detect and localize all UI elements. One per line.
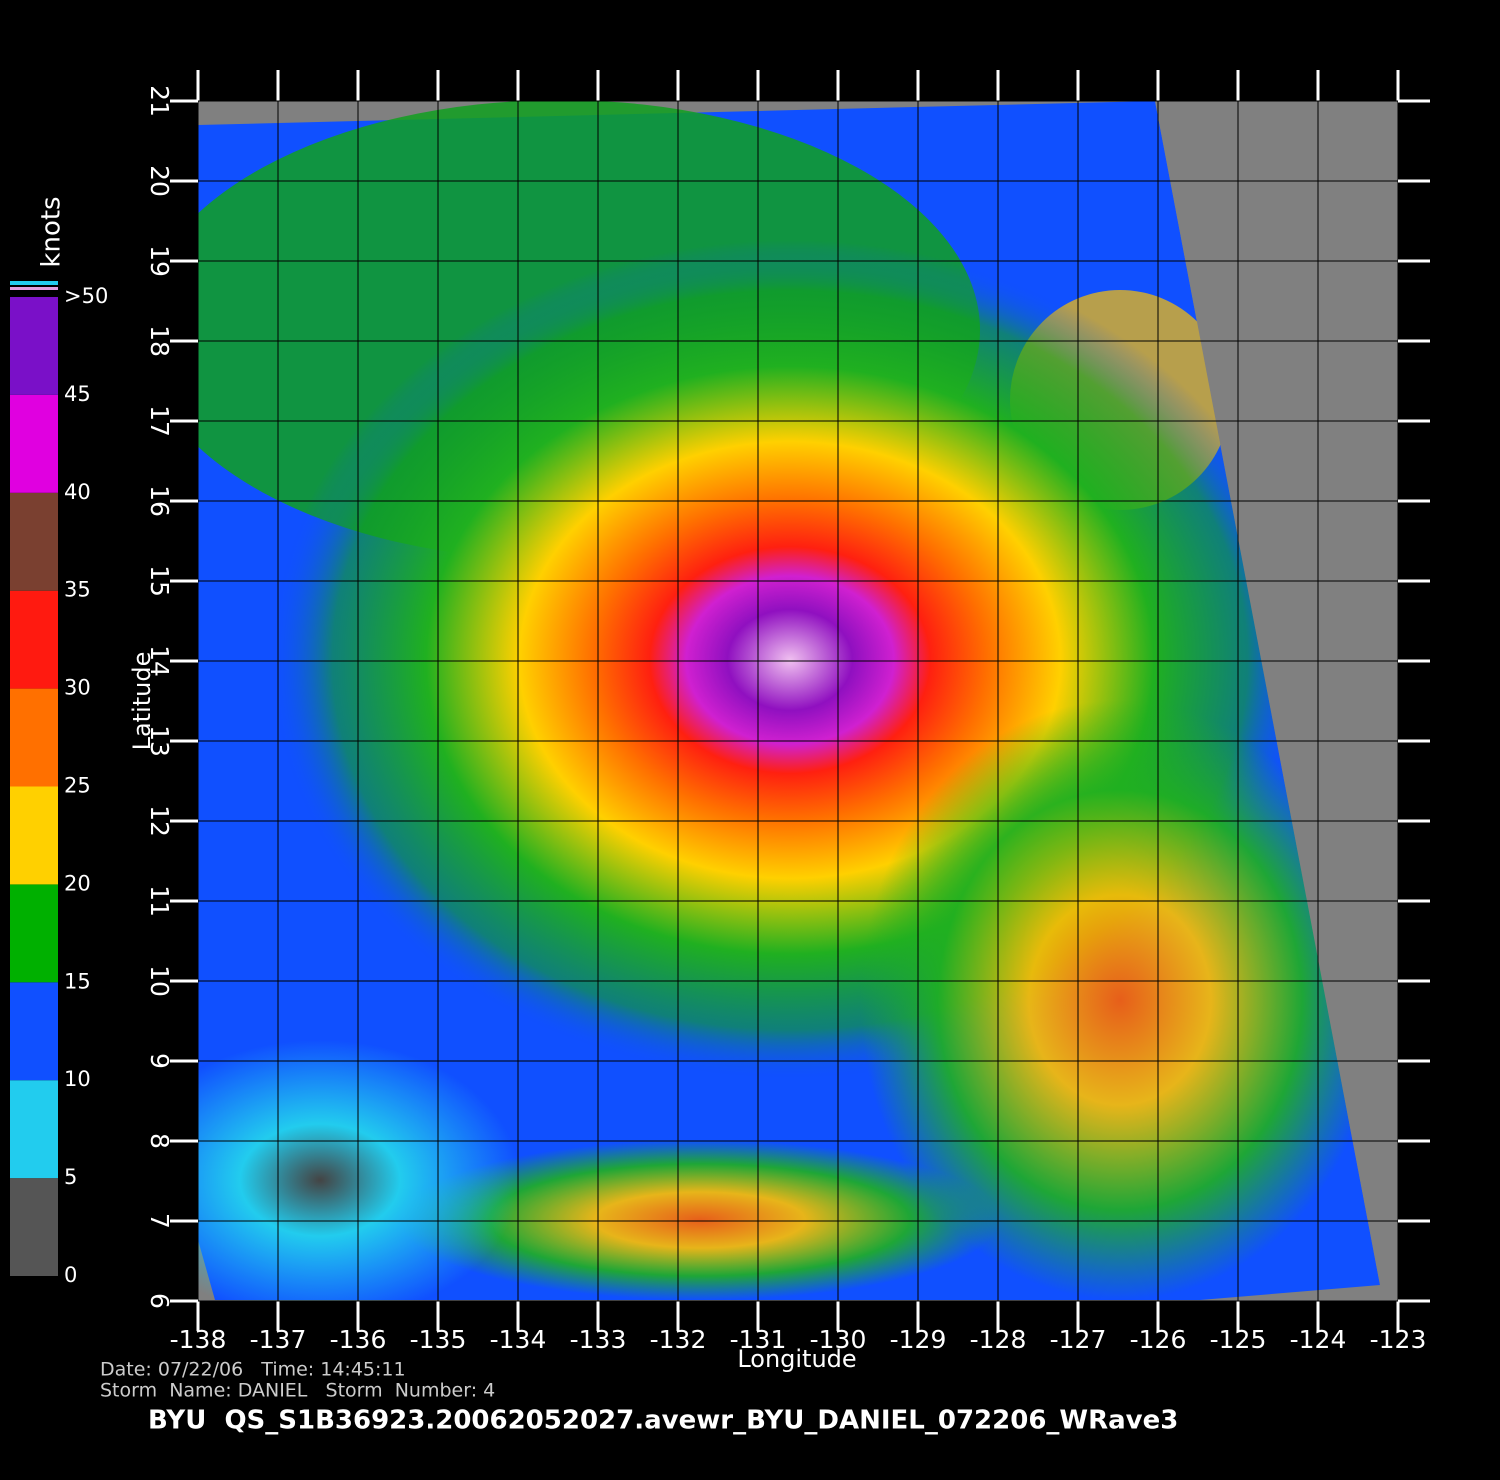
colorbar-segment — [10, 884, 58, 983]
x-tick-label: -138 — [170, 1325, 227, 1354]
rain-band — [400, 1140, 1000, 1300]
colorbar-segment — [10, 982, 58, 1081]
x-axis-label: Longitude — [737, 1345, 856, 1373]
y-tick-label: 18 — [145, 325, 174, 357]
colorbar-tick-label: 25 — [64, 774, 91, 798]
y-tick-label: 8 — [145, 1133, 174, 1149]
colorbar-segment — [10, 688, 58, 787]
x-tick-label: -135 — [410, 1325, 467, 1354]
y-tick-label: 16 — [145, 485, 174, 517]
x-tick-label: -133 — [570, 1325, 627, 1354]
colorbar-tick-label: 45 — [64, 382, 91, 406]
file-title: BYU QS_S1B36923.20062052027.avewr_BYU_DA… — [148, 1406, 1178, 1436]
date-line: Date: 07/22/06 Time: 14:45:11 — [100, 1359, 406, 1381]
colorbar-segment — [10, 786, 58, 885]
x-tick-label: -137 — [250, 1325, 307, 1354]
colorbar-tick-label: 35 — [64, 578, 91, 602]
colorbar-tick-label: 15 — [64, 969, 91, 993]
x-tick-label: -132 — [650, 1325, 707, 1354]
storm-line: Storm Name: DANIEL Storm Number: 4 — [100, 1380, 495, 1402]
x-tick-label: -123 — [1370, 1325, 1427, 1354]
colorbar-tick-label: 0 — [64, 1263, 77, 1287]
calm-area — [198, 1040, 520, 1301]
colorbar-cap — [10, 281, 58, 285]
y-tick-label: 14 — [145, 645, 174, 677]
no-data — [1155, 101, 1398, 1301]
colorbar-tick-label: 40 — [64, 480, 91, 504]
y-tick-label: 20 — [145, 165, 174, 197]
y-tick-label: 21 — [145, 85, 174, 117]
colorbar-segment — [10, 492, 58, 591]
colorbar-segment — [10, 394, 58, 493]
y-tick-label: 12 — [145, 805, 174, 837]
colorbar-tick-label: >50 — [64, 284, 108, 308]
x-tick-label: -127 — [1050, 1325, 1107, 1354]
colorbar-tick-label: 20 — [64, 871, 91, 895]
y-tick-label: 15 — [145, 565, 174, 597]
x-tick-label: -125 — [1210, 1325, 1267, 1354]
x-tick-label: -134 — [490, 1325, 547, 1354]
y-axis-label: Latitude — [128, 652, 156, 751]
y-tick-label: 13 — [145, 725, 174, 757]
x-tick-label: -128 — [970, 1325, 1027, 1354]
x-tick-label: -131 — [730, 1325, 787, 1354]
colorbar-segment — [10, 1178, 58, 1276]
y-tick-label: 7 — [145, 1213, 174, 1229]
y-tick-label: 19 — [145, 245, 174, 277]
colorbar-tick-label: 30 — [64, 676, 91, 700]
rain-band — [860, 700, 1380, 1300]
colorbar-segment — [10, 590, 58, 689]
colorbar-label: knots — [37, 196, 67, 267]
colorbar-tick-label: 5 — [64, 1165, 77, 1189]
y-tick-label: 9 — [145, 1053, 174, 1069]
wind-field — [198, 101, 1398, 1301]
colorbar-segment — [10, 1080, 58, 1179]
y-tick-label: 11 — [145, 885, 174, 917]
x-tick-label: -129 — [890, 1325, 947, 1354]
x-tick-label: -130 — [810, 1325, 867, 1354]
x-tick-label: -124 — [1290, 1325, 1347, 1354]
colorbar-cap — [10, 287, 58, 290]
x-tick-label: -126 — [1130, 1325, 1187, 1354]
colorbar-tick-label: 10 — [64, 1067, 91, 1091]
colorbar-segment — [10, 297, 58, 395]
y-tick-label: 10 — [145, 965, 174, 997]
x-tick-label: -136 — [330, 1325, 387, 1354]
y-tick-label: 17 — [145, 405, 174, 437]
y-tick-label: 6 — [145, 1293, 174, 1309]
